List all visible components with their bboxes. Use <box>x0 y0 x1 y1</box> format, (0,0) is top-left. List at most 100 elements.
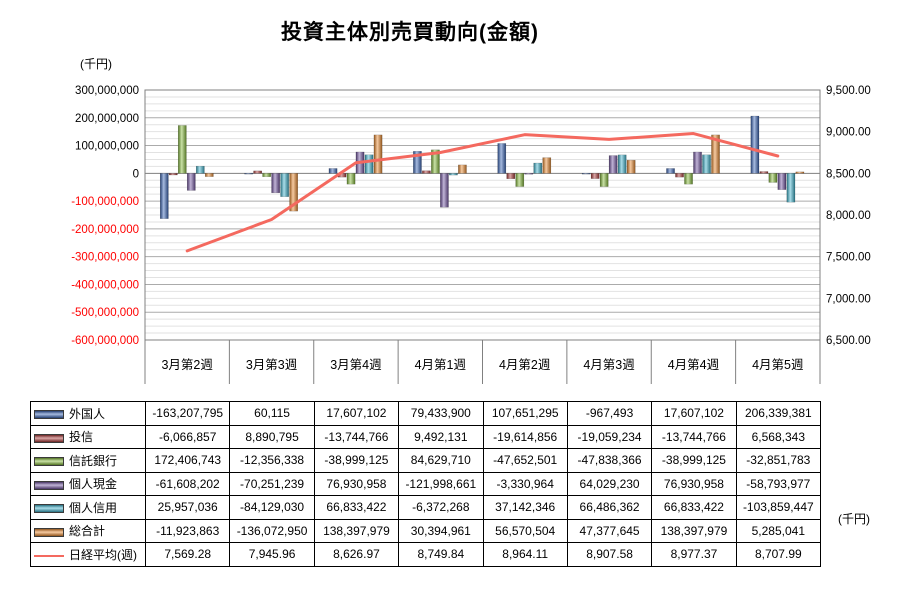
y-axis-tick: -600,000,000 <box>71 335 139 347</box>
value-cell: -13,744,766 <box>651 424 737 449</box>
series-name-cell: 投信 <box>30 424 146 449</box>
value-cell: 8,626.97 <box>313 542 400 567</box>
bar-投信 <box>675 173 684 178</box>
bar-外国人 <box>581 173 591 175</box>
value-cell: 84,629,710 <box>398 448 484 473</box>
value-cell: -84,129,030 <box>229 495 315 520</box>
value-cell: 8,749.84 <box>398 542 484 567</box>
x-axis-category: 3月第3週 <box>246 358 298 372</box>
bar-信託銀行 <box>177 125 187 174</box>
legend-bar-icon <box>34 410 64 420</box>
bar-投信 <box>759 171 769 174</box>
value-cell: -61,608,202 <box>144 471 231 496</box>
combo-chart: 300,000,000 200,000,000 100,000,000 0 -100,0… <box>71 85 871 384</box>
value-cell: 138,397,979 <box>651 518 737 543</box>
value-cell: 107,651,295 <box>482 401 568 426</box>
y-axis-tick: -500,000,000 <box>71 307 139 319</box>
x-axis-category: 4月第1週 <box>415 358 467 372</box>
series-name: 信託銀行 <box>69 453 118 468</box>
bar-信託銀行 <box>262 173 271 177</box>
bar-信託銀行 <box>515 173 525 187</box>
legend-bar-icon <box>34 504 64 514</box>
legend-line-icon <box>34 554 64 557</box>
series-name: 外国人 <box>69 406 106 421</box>
value-cell: 30,394,961 <box>398 518 484 543</box>
series-name-cell: 日経平均(週) <box>30 542 146 567</box>
bar-総合計 <box>542 157 552 174</box>
table-row: 日経平均(週) 7,569.28 7,945.96 8,626.97 8,749.84 8… <box>30 542 822 567</box>
bar-外国人 <box>413 151 422 174</box>
value-cell: -13,744,766 <box>313 424 400 449</box>
bar-外国人 <box>244 173 253 175</box>
bar-個人現金 <box>777 173 787 190</box>
bar-投信 <box>506 173 516 179</box>
series-name: 投信 <box>69 430 94 445</box>
series-name-cell: 信託銀行 <box>30 448 146 473</box>
nikkei-line <box>185 132 780 253</box>
bar-総合計 <box>373 134 383 174</box>
value-cell: 66,486,362 <box>566 495 653 520</box>
y2-axis-tick: 8,500.00 <box>826 168 871 180</box>
value-cell: -163,207,795 <box>144 401 231 426</box>
table-row: 個人信用 25,957,036 -84,129,030 66,833,422 -6,37… <box>30 495 822 520</box>
bar-信託銀行 <box>599 173 609 187</box>
right-axis-unit: (千円) <box>838 512 870 526</box>
value-cell: -47,838,366 <box>566 448 653 473</box>
legend-bar-icon <box>34 433 64 443</box>
value-cell: 76,930,958 <box>313 471 400 496</box>
bar-総合計 <box>711 134 720 174</box>
left-axis-unit: (千円) <box>80 57 112 71</box>
series-name: 個人信用 <box>69 500 118 515</box>
value-cell: -32,851,783 <box>735 448 822 473</box>
x-axis-category: 4月第2週 <box>499 358 551 372</box>
value-cell: 9,492,131 <box>398 424 484 449</box>
value-cell: 8,964.11 <box>482 542 568 567</box>
y2-axis-tick: 7,000.00 <box>826 293 871 305</box>
value-cell: 60,115 <box>229 401 315 426</box>
value-cell: -19,614,856 <box>482 424 568 449</box>
y-axis-tick: -400,000,000 <box>71 279 139 291</box>
bar-信託銀行 <box>431 149 440 174</box>
data-table: 外国人 -163,207,795 60,115 17,607,102 79,433,90… <box>30 401 822 567</box>
y2-axis-tick: 6,500.00 <box>826 335 871 347</box>
y2-axis-tick: 8,000.00 <box>826 210 871 222</box>
value-cell: 8,890,795 <box>229 424 315 449</box>
value-cell: -47,652,501 <box>482 448 568 473</box>
value-cell: -58,793,977 <box>735 471 822 496</box>
bar-外国人 <box>750 115 760 174</box>
y2-axis-tick: 9,500.00 <box>826 85 871 97</box>
value-cell: 8,907.58 <box>566 542 653 567</box>
table-row: 総合計 -11,923,863 -136,072,950 138,397,979 30,… <box>30 518 822 543</box>
y-axis-tick: 0 <box>133 168 139 180</box>
value-cell: 5,285,041 <box>735 518 822 543</box>
bar-投信 <box>168 173 178 176</box>
bar-個人信用 <box>280 173 289 197</box>
value-cell: 172,406,743 <box>144 448 231 473</box>
legend-bar-icon <box>34 457 64 467</box>
value-cell: -136,072,950 <box>229 518 315 543</box>
bar-投信 <box>590 173 600 179</box>
y-axis-tick: -200,000,000 <box>71 224 139 236</box>
series-name-cell: 個人信用 <box>30 495 146 520</box>
value-cell: 64,029,230 <box>566 471 653 496</box>
y-axis-tick: 200,000,000 <box>75 113 139 125</box>
value-cell: 79,433,900 <box>398 401 484 426</box>
value-cell: -6,372,268 <box>398 495 484 520</box>
bar-信託銀行 <box>346 173 356 185</box>
table-row: 個人現金 -61,608,202 -70,251,239 76,930,958 -121… <box>30 471 822 496</box>
bar-外国人 <box>497 143 507 174</box>
value-cell: -11,923,863 <box>144 518 231 543</box>
y-axis-tick: 100,000,000 <box>75 141 139 153</box>
value-cell: -12,356,338 <box>229 448 315 473</box>
bar-信託銀行 <box>768 173 778 183</box>
bar-個人信用 <box>449 173 458 176</box>
series-name-cell: 外国人 <box>30 401 146 426</box>
value-cell: -121,998,661 <box>398 471 484 496</box>
bar-外国人 <box>159 173 169 219</box>
series-name-cell: 総合計 <box>30 518 146 543</box>
bar-個人現金 <box>693 151 702 174</box>
value-cell: 47,377,645 <box>566 518 653 543</box>
bar-信託銀行 <box>684 173 693 185</box>
bar-個人信用 <box>617 154 627 174</box>
